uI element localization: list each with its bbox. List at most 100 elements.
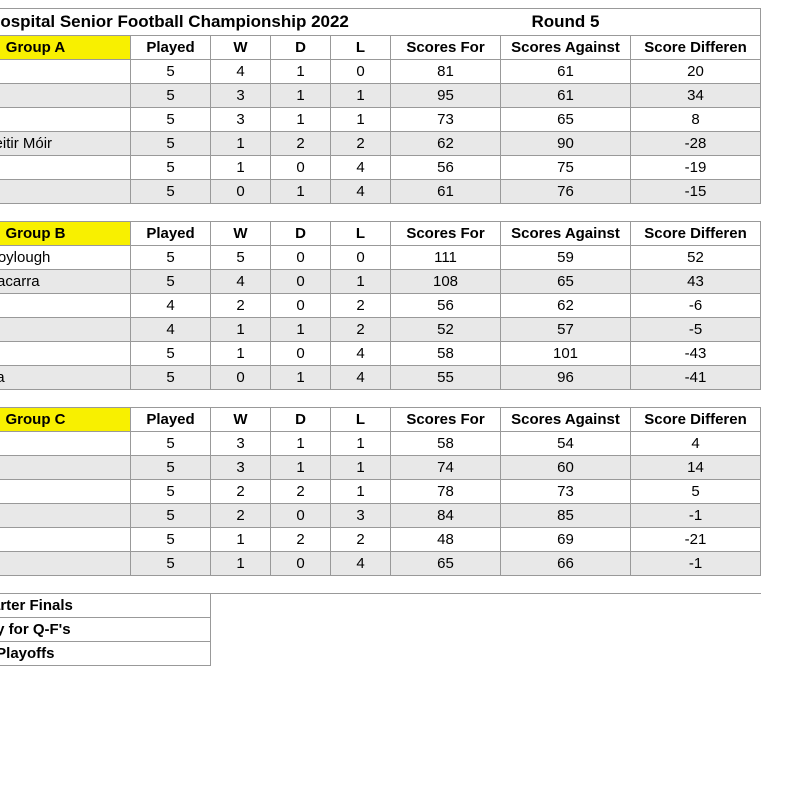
cell-sa: 73 bbox=[501, 480, 631, 504]
cell-sd: -1 bbox=[631, 504, 761, 528]
team-name: Anna Leitir Móir bbox=[0, 132, 131, 156]
cell-sd: 14 bbox=[631, 456, 761, 480]
col-sd: Score Differen bbox=[631, 408, 761, 432]
cell-sd: -1 bbox=[631, 552, 761, 576]
cell-played: 5 bbox=[131, 270, 211, 294]
team-name: own bbox=[0, 294, 131, 318]
cell-sa: 59 bbox=[501, 246, 631, 270]
cell-sf: 73 bbox=[391, 108, 501, 132]
table-row: uilinn5410816120 bbox=[0, 60, 761, 84]
cell-d: 1 bbox=[271, 180, 331, 204]
col-l: L bbox=[331, 36, 391, 60]
cell-d: 2 bbox=[271, 528, 331, 552]
cell-w: 3 bbox=[211, 432, 271, 456]
cell-sd: 20 bbox=[631, 60, 761, 84]
cell-l: 2 bbox=[331, 528, 391, 552]
cell-sf: 56 bbox=[391, 294, 501, 318]
cell-sd: 43 bbox=[631, 270, 761, 294]
cell-l: 1 bbox=[331, 108, 391, 132]
cell-sd: 5 bbox=[631, 480, 761, 504]
table-row: thrú Rua50145596-41 bbox=[0, 366, 761, 390]
cell-sa: 60 bbox=[501, 456, 631, 480]
cell-w: 0 bbox=[211, 180, 271, 204]
cell-played: 5 bbox=[131, 246, 211, 270]
cell-sd: 52 bbox=[631, 246, 761, 270]
cell-d: 0 bbox=[271, 156, 331, 180]
cell-sf: 95 bbox=[391, 84, 501, 108]
cell-sd: -41 bbox=[631, 366, 761, 390]
cell-sa: 69 bbox=[501, 528, 631, 552]
col-played: Played bbox=[131, 36, 211, 60]
col-sf: Scores For bbox=[391, 36, 501, 60]
col-sa: Scores Against bbox=[501, 222, 631, 246]
cell-sa: 90 bbox=[501, 132, 631, 156]
cell-l: 4 bbox=[331, 156, 391, 180]
table-row: el's531158544 bbox=[0, 432, 761, 456]
table-row: own42025662-6 bbox=[0, 294, 761, 318]
cell-w: 1 bbox=[211, 132, 271, 156]
cell-d: 1 bbox=[271, 318, 331, 342]
cell-sf: 61 bbox=[391, 180, 501, 204]
group-header: Group BPlayedWDLScores ForScores Against… bbox=[0, 222, 761, 246]
table-row: Anna Leitir Móir51226290-28 bbox=[0, 132, 761, 156]
table-row: 52038485-1 bbox=[0, 504, 761, 528]
col-sd: Score Differen bbox=[631, 36, 761, 60]
cell-played: 5 bbox=[131, 552, 211, 576]
col-w: W bbox=[211, 222, 271, 246]
team-name: thrú Rua bbox=[0, 366, 131, 390]
round-label: Round 5 bbox=[501, 9, 631, 36]
cell-sd: 8 bbox=[631, 108, 761, 132]
title-row: ours Hospital Senior Football Championsh… bbox=[0, 9, 761, 36]
cell-d: 1 bbox=[271, 84, 331, 108]
cell-d: 1 bbox=[271, 456, 331, 480]
team-name: way bbox=[0, 456, 131, 480]
cell-d: 1 bbox=[271, 432, 331, 456]
col-played: Played bbox=[131, 408, 211, 432]
cell-sf: 81 bbox=[391, 60, 501, 84]
group-name: Group B bbox=[0, 222, 131, 246]
cell-l: 4 bbox=[331, 342, 391, 366]
cell-sd: 34 bbox=[631, 84, 761, 108]
col-l: L bbox=[331, 222, 391, 246]
cell-played: 5 bbox=[131, 456, 211, 480]
cell-sd: -15 bbox=[631, 180, 761, 204]
cell-sa: 76 bbox=[501, 180, 631, 204]
cell-l: 1 bbox=[331, 456, 391, 480]
cell-d: 2 bbox=[271, 480, 331, 504]
cell-sa: 57 bbox=[501, 318, 631, 342]
cell-sa: 75 bbox=[501, 156, 631, 180]
cell-sd: -19 bbox=[631, 156, 761, 180]
cell-sa: 61 bbox=[501, 84, 631, 108]
col-w: W bbox=[211, 36, 271, 60]
cell-sf: 65 bbox=[391, 552, 501, 576]
cell-sd: -6 bbox=[631, 294, 761, 318]
table-row: way5311746014 bbox=[0, 456, 761, 480]
cell-d: 0 bbox=[271, 294, 331, 318]
cell-l: 1 bbox=[331, 432, 391, 456]
cell-sf: 111 bbox=[391, 246, 501, 270]
cell-sa: 101 bbox=[501, 342, 631, 366]
cell-sf: 62 bbox=[391, 132, 501, 156]
group-header: Group CPlayedWDLScores ForScores Against… bbox=[0, 408, 761, 432]
col-sa: Scores Against bbox=[501, 36, 631, 60]
cell-played: 5 bbox=[131, 156, 211, 180]
col-d: D bbox=[271, 222, 331, 246]
cell-played: 5 bbox=[131, 366, 211, 390]
cell-d: 0 bbox=[271, 504, 331, 528]
cell-l: 3 bbox=[331, 504, 391, 528]
cell-sf: 74 bbox=[391, 456, 501, 480]
cell-l: 2 bbox=[331, 132, 391, 156]
table-row: ard50146176-15 bbox=[0, 180, 761, 204]
group-name: Group A bbox=[0, 36, 131, 60]
standings-table: ours Hospital Senior Football Championsh… bbox=[0, 8, 761, 666]
table-row: al51045675-19 bbox=[0, 156, 761, 180]
cell-l: 2 bbox=[331, 318, 391, 342]
cell-sa: 65 bbox=[501, 108, 631, 132]
col-d: D bbox=[271, 408, 331, 432]
col-sf: Scores For bbox=[391, 222, 501, 246]
table-row: rane51224869-21 bbox=[0, 528, 761, 552]
cell-sa: 65 bbox=[501, 270, 631, 294]
cell-l: 2 bbox=[331, 294, 391, 318]
cell-sd: -5 bbox=[631, 318, 761, 342]
cell-d: 0 bbox=[271, 246, 331, 270]
